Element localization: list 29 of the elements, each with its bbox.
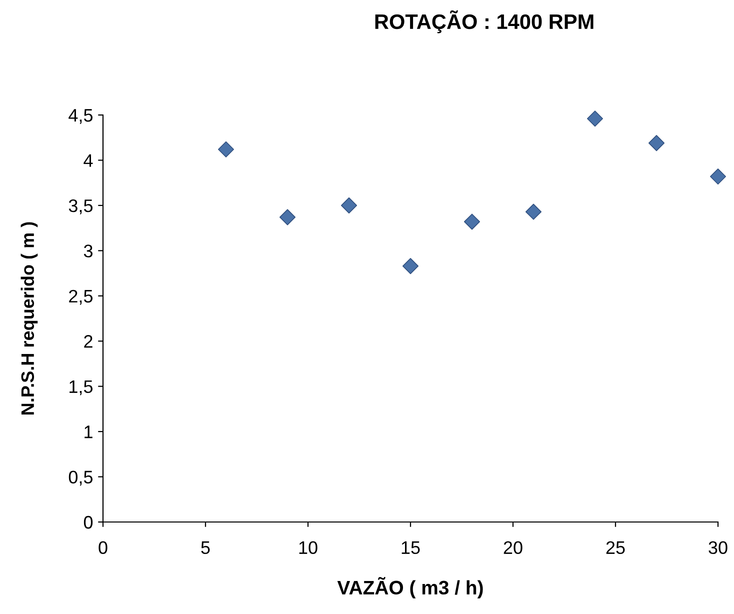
y-tick-label: 0 xyxy=(84,516,93,529)
point xyxy=(525,204,542,220)
y-tick-label: 3,5 xyxy=(68,199,93,214)
y-tick-label: 4 xyxy=(84,154,93,167)
point xyxy=(218,141,234,158)
chart-title: ROTAÇÃO : 1400 RPM xyxy=(375,10,594,34)
y-tick-label: 2,5 xyxy=(69,290,93,305)
point xyxy=(279,209,296,226)
point xyxy=(648,135,665,152)
point xyxy=(464,214,480,230)
x-tick-label: 15 xyxy=(402,541,420,554)
x-tick-label: 20 xyxy=(504,541,522,554)
x-tick-label: 0 xyxy=(98,541,108,554)
x-tick-label: 25 xyxy=(606,541,625,554)
point xyxy=(710,168,726,185)
x-tick-label: 30 xyxy=(708,541,728,554)
y-tick-label: 1 xyxy=(84,426,92,438)
point xyxy=(340,197,358,214)
x-tick-label: 5 xyxy=(201,541,210,554)
point xyxy=(402,258,419,274)
x-tick-label: 10 xyxy=(299,541,318,554)
y-tick-label: 0,5 xyxy=(68,470,93,486)
point xyxy=(586,110,604,127)
y-tick-label: 3 xyxy=(84,244,92,258)
y-tick-label: 2 xyxy=(84,335,92,348)
x-axis-title: VAZÃO ( m3 / h) xyxy=(337,577,483,598)
y-tick-label: 4,5 xyxy=(68,109,93,124)
y-axis-title: N.P.S.H requerido ( m ) xyxy=(20,222,38,414)
y-tick-label: 1,5 xyxy=(70,380,93,396)
